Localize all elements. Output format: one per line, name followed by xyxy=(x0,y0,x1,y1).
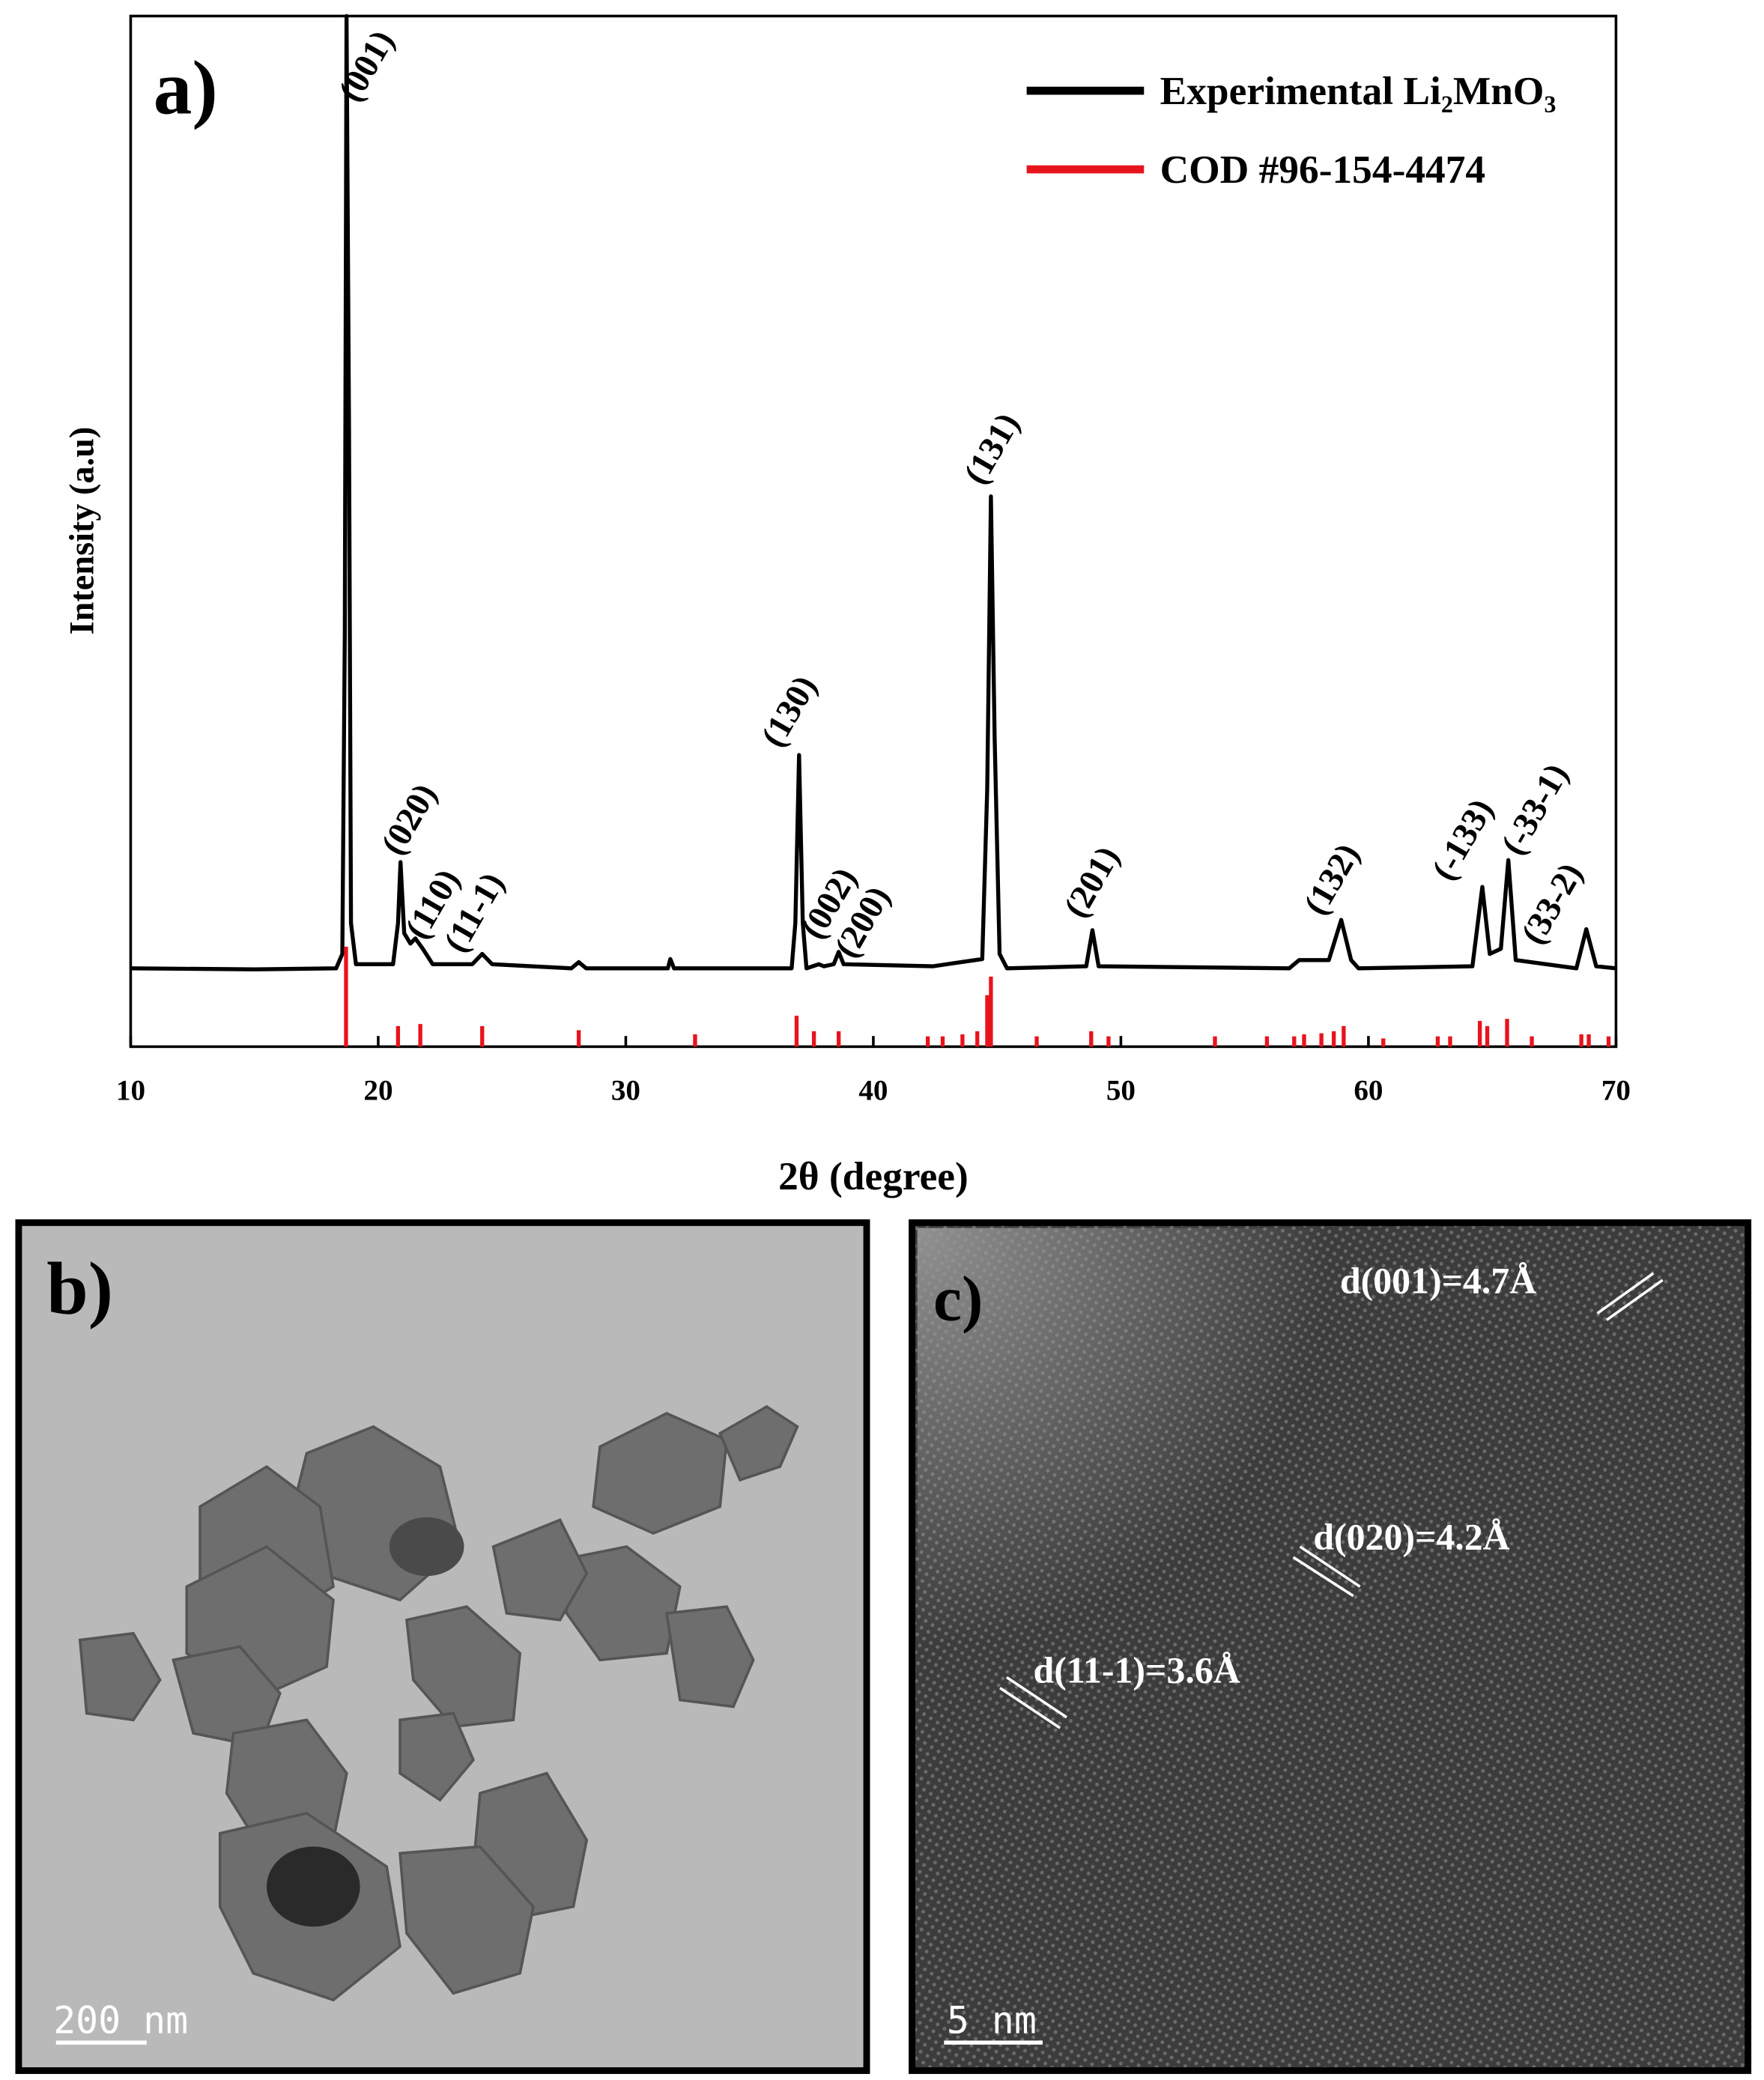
panel-label: c) xyxy=(933,1264,983,1334)
dense-region xyxy=(267,1846,360,1927)
peak-label: (-33-1) xyxy=(1494,757,1577,861)
peak-label: (201) xyxy=(1057,840,1127,924)
x-tick-label: 10 xyxy=(116,1075,145,1107)
panel-label: b) xyxy=(46,1246,113,1329)
panel-label: a) xyxy=(154,45,218,130)
peak-label: (130) xyxy=(754,670,825,754)
d-spacing-label: d(001)=4.7Å xyxy=(1340,1261,1536,1302)
lattice-markers xyxy=(999,1272,1664,1729)
d-spacing-label: d(020)=4.2Å xyxy=(1313,1516,1509,1557)
scale-bar-label: 5 nm xyxy=(947,1999,1037,2043)
x-axis-label: 2θ (degree) xyxy=(778,1153,969,1198)
legend-label: Experimental Li₂MnO₃ xyxy=(1160,68,1557,113)
peak-label: (132) xyxy=(1297,837,1367,921)
x-tick-label: 20 xyxy=(363,1075,392,1107)
x-tick-label: 60 xyxy=(1354,1075,1383,1107)
peak-label: (131) xyxy=(957,407,1027,491)
x-tick-label: 40 xyxy=(858,1075,888,1107)
plot: 10 20 30 40 50 60 70 Experimental Li₂MnO₃ COD #9… xyxy=(116,13,1631,1107)
x-tick-label: 50 xyxy=(1106,1075,1136,1107)
panel-b: b) 200 nm xyxy=(15,1219,870,2074)
scale-bar-label: 200 nm xyxy=(53,1999,188,2043)
dense-region xyxy=(389,1517,464,1577)
d-spacing-label: d(11-1)=3.6Å xyxy=(1034,1649,1240,1691)
peak-label: (020) xyxy=(374,777,444,861)
peak-label: (-133) xyxy=(1425,792,1501,887)
y-axis-label: Intensity (a.u) xyxy=(64,427,102,635)
x-tick-label: 30 xyxy=(611,1075,640,1107)
data-line xyxy=(130,13,1616,971)
peak-label: (001) xyxy=(331,24,401,108)
panel-c: c) d(001)=4.7Å d(020)=4.2Å d(11-1)=3.6Å … xyxy=(909,1219,1752,2074)
peak-label: (33-2) xyxy=(1514,857,1590,951)
amorphous-edge xyxy=(917,1228,1743,2066)
legend-label: COD #96-154-4474 xyxy=(1160,147,1486,192)
x-tick-label: 70 xyxy=(1601,1075,1631,1107)
